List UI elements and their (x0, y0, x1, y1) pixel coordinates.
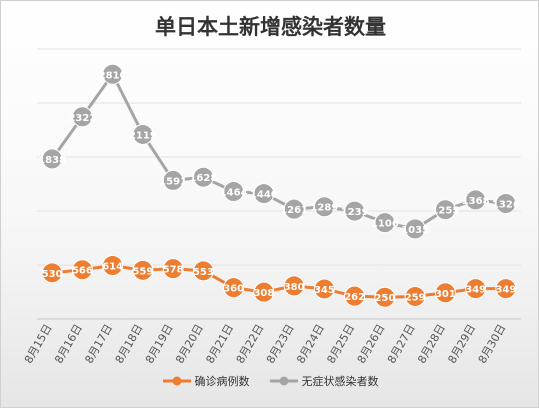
data-point (374, 212, 396, 234)
data-label: 1326 (492, 200, 520, 211)
data-label: 1628 (189, 173, 217, 184)
x-tick-label: 8月25日 (324, 322, 357, 366)
series-line (50, 72, 507, 231)
x-tick-label: 8月27日 (385, 322, 418, 366)
data-point (374, 286, 396, 308)
legend: 确诊病例数 无症状感染者数 (1, 373, 539, 389)
data-label: 578 (163, 265, 184, 276)
data-point (41, 148, 63, 170)
data-label: 308 (253, 288, 274, 299)
data-point (465, 278, 487, 300)
data-label: 1289 (310, 203, 338, 214)
x-tick-label: 8月23日 (264, 322, 297, 366)
data-label: 259 (405, 292, 426, 303)
legend-item-asymptomatic: 无症状感染者数 (269, 373, 379, 389)
data-point (41, 262, 63, 284)
data-label: 1440 (250, 190, 278, 201)
data-label: 360 (223, 284, 244, 295)
data-point (132, 259, 154, 281)
legend-label-asymptomatic: 无症状感染者数 (301, 375, 379, 388)
data-label: 1368 (462, 196, 490, 207)
x-tick-label: 8月24日 (294, 322, 327, 366)
x-tick-label: 8月16日 (52, 322, 85, 366)
data-point (192, 166, 214, 188)
data-point (162, 258, 184, 280)
data-label: 349 (465, 285, 486, 296)
data-point (102, 63, 124, 85)
data-label: 1106 (371, 219, 399, 230)
data-point (434, 199, 456, 221)
x-tick-label: 8月26日 (355, 322, 388, 366)
x-tick-label: 8月20日 (173, 322, 206, 366)
data-label: 1239 (341, 207, 369, 218)
x-tick-label: 8月22日 (234, 322, 267, 366)
data-label: 1464 (220, 187, 248, 198)
x-tick-label: 8月30日 (476, 322, 509, 366)
data-point (223, 277, 245, 299)
data-label: 2810 (99, 70, 127, 81)
data-point (495, 193, 517, 215)
data-point (313, 196, 335, 218)
data-label: 614 (102, 262, 123, 273)
data-point (465, 189, 487, 211)
data-point (495, 278, 517, 300)
data-point (434, 282, 456, 304)
series-line (51, 264, 506, 299)
data-label: 1261 (280, 205, 308, 216)
data-point (132, 123, 154, 145)
legend-item-confirmed: 确诊病例数 (162, 373, 250, 389)
data-label: 1255 (431, 206, 459, 217)
data-point (344, 285, 366, 307)
data-point (71, 259, 93, 281)
x-tick-label: 8月18日 (113, 322, 146, 366)
data-label: 2322 (68, 113, 96, 124)
data-label: 530 (42, 269, 63, 280)
x-tick-label: 8月29日 (445, 322, 478, 366)
data-point (71, 106, 93, 128)
legend-swatch-asymptomatic (269, 376, 298, 386)
data-point (283, 275, 305, 297)
data-point (404, 285, 426, 307)
x-tick-label: 8月15日 (22, 322, 55, 366)
data-label: 1591 (159, 176, 187, 187)
data-point (253, 281, 275, 303)
data-point (162, 169, 184, 191)
x-tick-label: 8月28日 (415, 322, 448, 366)
x-tick-label: 8月19日 (143, 322, 176, 366)
legend-swatch-confirmed (162, 376, 191, 386)
x-tick-label: 8月17日 (82, 322, 115, 366)
data-label: 262 (344, 292, 365, 303)
data-label: 380 (284, 282, 305, 293)
data-label: 1838 (38, 155, 66, 166)
data-point (223, 180, 245, 202)
data-label: 250 (374, 293, 395, 304)
data-point (192, 260, 214, 282)
chart-title: 单日本土新增感染者数量 (155, 15, 386, 39)
data-label: 553 (193, 267, 214, 278)
data-label: 1035 (401, 225, 429, 236)
data-point (344, 200, 366, 222)
data-point (102, 255, 124, 277)
legend-label-confirmed: 确诊病例数 (194, 375, 250, 388)
data-label: 301 (435, 289, 456, 300)
data-label: 345 (314, 285, 335, 296)
data-label: 559 (132, 266, 153, 277)
data-label: 349 (495, 285, 516, 296)
data-point (404, 218, 426, 240)
data-point (253, 183, 275, 205)
data-label: 2119 (129, 130, 157, 141)
x-tick-label: 8月21日 (203, 322, 236, 366)
data-point (283, 198, 305, 220)
data-label: 566 (72, 266, 93, 277)
data-point (313, 278, 335, 300)
